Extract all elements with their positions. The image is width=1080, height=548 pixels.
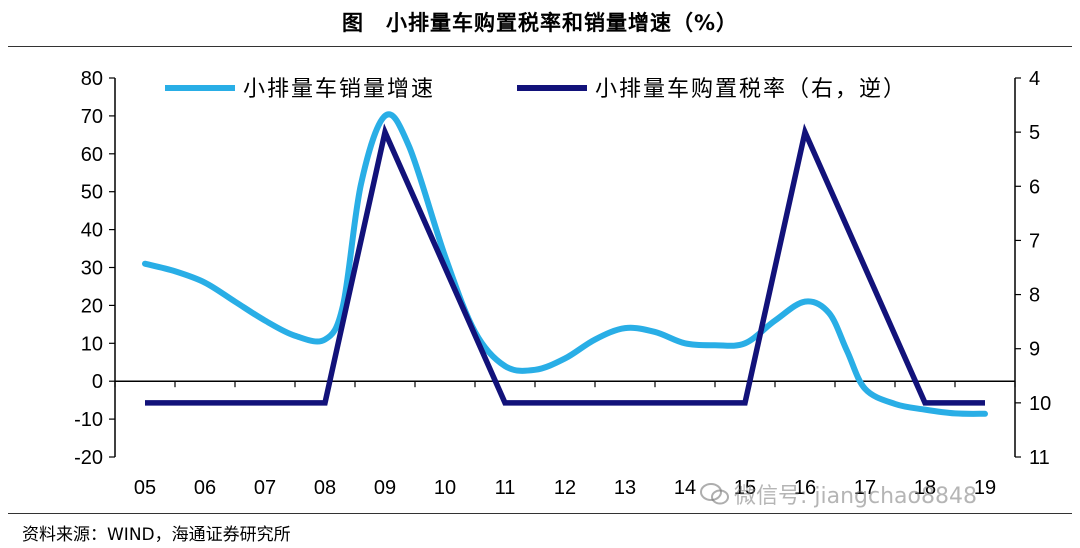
- y-right-tick-label: 4: [1029, 68, 1040, 90]
- y-left-tick-label: -10: [74, 409, 103, 431]
- y-left-tick-label: 30: [81, 258, 103, 280]
- x-tick-label: 09: [374, 477, 396, 499]
- title-rule: [8, 46, 1072, 47]
- legend-label-tax: 小排量车购置税率（右，逆）: [595, 77, 907, 102]
- y-right-tick-label: 8: [1029, 285, 1040, 307]
- y-right-tick-label: 10: [1029, 393, 1051, 415]
- legend-label-sales: 小排量车销量增速: [243, 77, 435, 102]
- x-tick-label: 08: [314, 477, 336, 499]
- y-left-tick-label: 10: [81, 333, 103, 355]
- x-tick-label: 07: [254, 477, 276, 499]
- y-left-tick-label: -20: [74, 447, 103, 469]
- y-right-tick-label: 5: [1029, 122, 1040, 144]
- y-left-tick-label: 60: [81, 144, 103, 166]
- y-left-tick-label: 0: [92, 371, 103, 393]
- x-tick-label: 15: [734, 477, 756, 499]
- x-tick-label: 17: [854, 477, 876, 499]
- x-tick-label: 10: [434, 477, 456, 499]
- chart-area: -20 -10 0 10 20 30 40 50 60 70 80 4 5 6 7 8 9 10 11 05 06 07 0…: [74, 68, 1051, 499]
- y-right-tick-label: 11: [1029, 447, 1050, 469]
- y-left-tick-label: 50: [81, 182, 103, 204]
- x-tick-label: 19: [974, 477, 996, 499]
- watermark-text: 微信号: jiangchao8848: [734, 484, 977, 509]
- x-tick-label: 16: [794, 477, 816, 499]
- series-line-tax-rate: [145, 123, 985, 406]
- y-left-tick-label: 20: [81, 295, 103, 317]
- x-tick-label: 05: [134, 477, 156, 499]
- x-tick-label: 06: [194, 477, 216, 499]
- y-left-tick-label: 80: [81, 68, 103, 90]
- y-right-tick-label: 6: [1029, 176, 1040, 198]
- y-left-tick-label: 70: [81, 106, 103, 128]
- x-tick-label: 18: [914, 477, 936, 499]
- watermark: 微信号: jiangchao8848: [700, 478, 977, 510]
- chart-title: 图 小排量车购置税率和销量增速（%）: [341, 11, 739, 35]
- y-right-tick-label: 7: [1029, 230, 1040, 252]
- wechat-icon: [700, 483, 729, 505]
- x-tick-label: 13: [614, 477, 636, 499]
- x-tick-label: 12: [554, 477, 576, 499]
- footer-rule: [8, 513, 1072, 514]
- y-left-tick-label: 40: [81, 220, 103, 242]
- series-line-sales-growth: [142, 111, 988, 417]
- x-tick-label: 11: [495, 477, 516, 499]
- y-right-tick-label: 9: [1029, 339, 1040, 361]
- x-tick-label: 14: [674, 477, 696, 499]
- source-note: 资料来源：WIND，海通证券研究所: [22, 525, 291, 545]
